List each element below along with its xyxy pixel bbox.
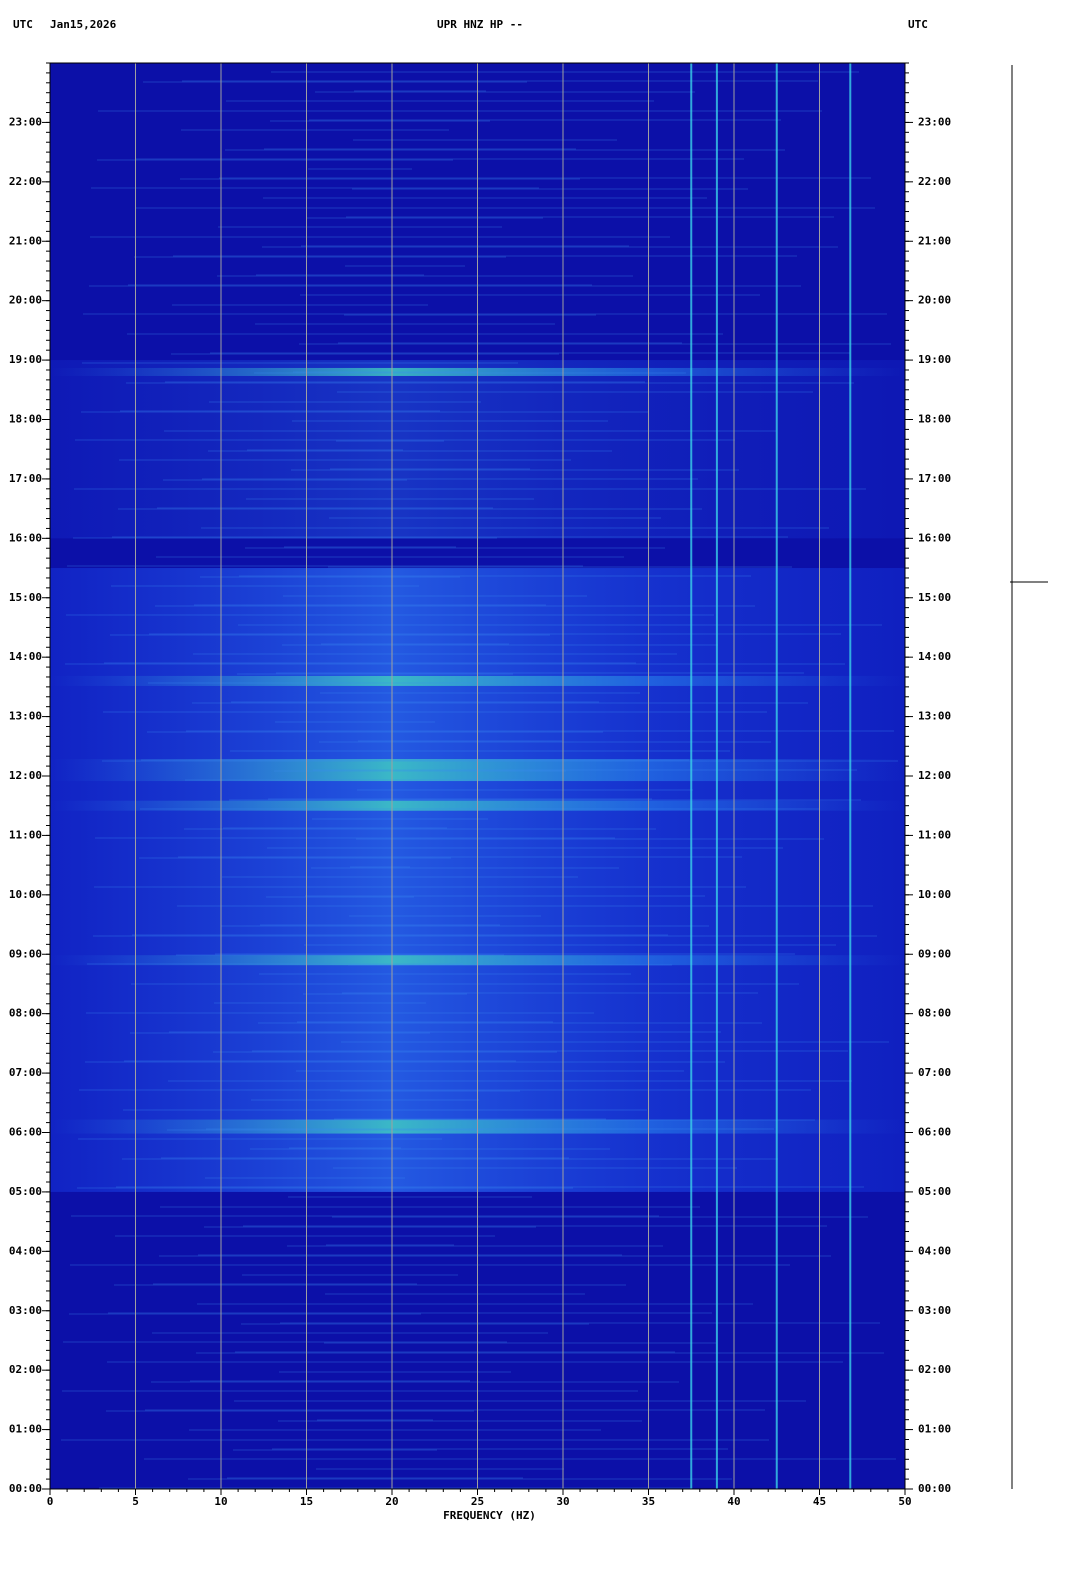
y-tick-label: 16:00 <box>9 531 42 544</box>
y-tick-label: 03:00 <box>9 1304 42 1317</box>
x-tick-label: 40 <box>727 1495 740 1508</box>
x-tick-label: 15 <box>300 1495 313 1508</box>
y-tick-label: 14:00 <box>918 650 951 663</box>
header-date: Jan15,2026 <box>50 18 117 31</box>
y-tick-label: 18:00 <box>9 413 42 426</box>
y-tick-label: 05:00 <box>9 1185 42 1198</box>
y-tick-label: 12:00 <box>918 769 951 782</box>
header-zone: UTC <box>908 18 928 31</box>
y-tick-label: 17:00 <box>918 472 951 485</box>
x-tick-label: 20 <box>385 1495 398 1508</box>
y-tick-label: 23:00 <box>918 115 951 128</box>
x-tick-label: 25 <box>471 1495 484 1508</box>
y-tick-label: 22:00 <box>918 175 951 188</box>
y-tick-label: 00:00 <box>918 1482 951 1495</box>
y-tick-label: 08:00 <box>918 1007 951 1020</box>
x-tick-label: 10 <box>214 1495 227 1508</box>
y-tick-label: 21:00 <box>918 234 951 247</box>
y-tick-label: 11:00 <box>9 828 42 841</box>
y-tick-label: 17:00 <box>9 472 42 485</box>
y-tick-label: 13:00 <box>9 710 42 723</box>
y-tick-label: 14:00 <box>9 650 42 663</box>
y-tick-label: 07:00 <box>9 1066 42 1079</box>
x-tick-label: 35 <box>642 1495 655 1508</box>
y-tick-label: 08:00 <box>9 1007 42 1020</box>
header-station: UPR HNZ HP -- <box>437 18 523 31</box>
y-tick-label: 04:00 <box>9 1244 42 1257</box>
y-tick-label: 20:00 <box>9 294 42 307</box>
y-tick-label: 03:00 <box>918 1304 951 1317</box>
y-tick-label: 15:00 <box>9 591 42 604</box>
y-tick-label: 19:00 <box>9 353 42 366</box>
x-tick-label: 0 <box>47 1495 54 1508</box>
y-tick-label: 19:00 <box>918 353 951 366</box>
x-tick-label: 45 <box>813 1495 826 1508</box>
y-tick-label: 06:00 <box>9 1126 42 1139</box>
y-tick-label: 21:00 <box>9 234 42 247</box>
y-tick-label: 02:00 <box>918 1363 951 1376</box>
y-tick-label: 22:00 <box>9 175 42 188</box>
y-tick-label: 05:00 <box>918 1185 951 1198</box>
y-tick-label: 01:00 <box>9 1423 42 1436</box>
y-tick-label: 07:00 <box>918 1066 951 1079</box>
y-tick-label: 02:00 <box>9 1363 42 1376</box>
y-tick-label: 09:00 <box>9 947 42 960</box>
y-tick-label: 23:00 <box>9 115 42 128</box>
y-tick-label: 10:00 <box>918 888 951 901</box>
y-tick-label: 00:00 <box>9 1482 42 1495</box>
plot-frame <box>49 62 906 1490</box>
header-zone: UTC <box>13 18 33 31</box>
y-tick-label: 18:00 <box>918 413 951 426</box>
y-tick-label: 15:00 <box>918 591 951 604</box>
y-tick-label: 11:00 <box>918 828 951 841</box>
y-tick-label: 04:00 <box>918 1244 951 1257</box>
y-tick-label: 06:00 <box>918 1126 951 1139</box>
y-tick-label: 13:00 <box>918 710 951 723</box>
x-tick-label: 5 <box>132 1495 139 1508</box>
x-axis-label: FREQUENCY (HZ) <box>443 1509 536 1522</box>
y-tick-label: 16:00 <box>918 531 951 544</box>
x-tick-label: 30 <box>556 1495 569 1508</box>
y-tick-label: 10:00 <box>9 888 42 901</box>
y-tick-label: 20:00 <box>918 294 951 307</box>
x-tick-label: 50 <box>898 1495 911 1508</box>
y-tick-label: 12:00 <box>9 769 42 782</box>
y-tick-label: 01:00 <box>918 1423 951 1436</box>
y-tick-label: 09:00 <box>918 947 951 960</box>
